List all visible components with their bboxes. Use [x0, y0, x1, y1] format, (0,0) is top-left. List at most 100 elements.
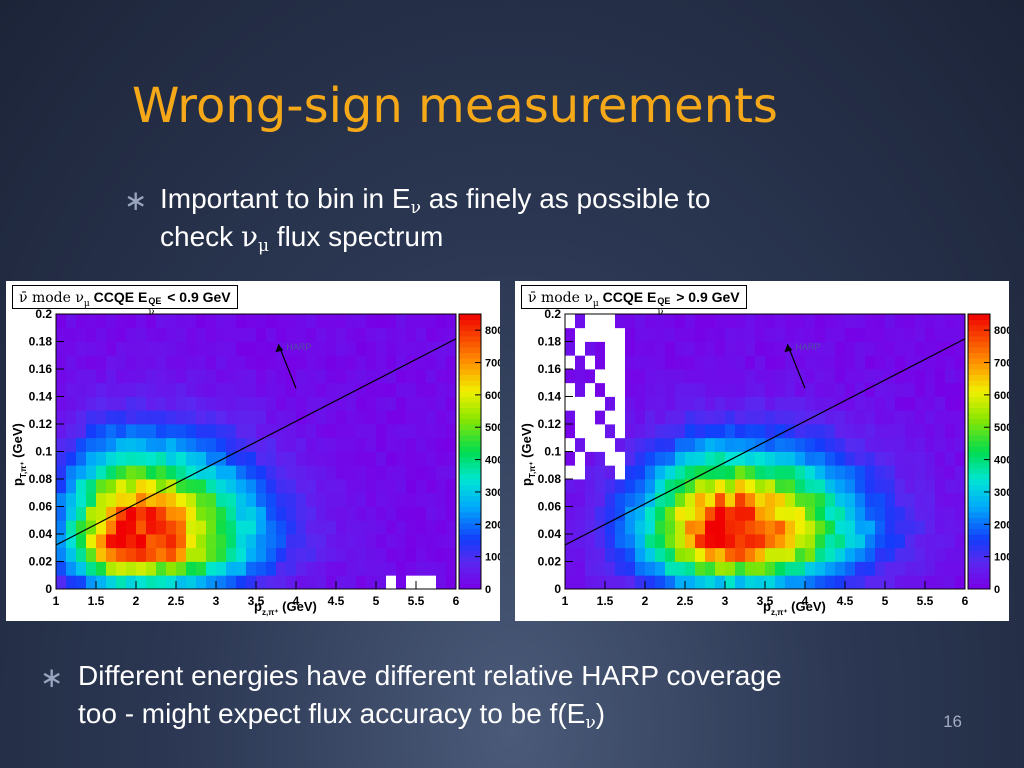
heatmap-cell: [196, 424, 207, 439]
heatmap-cell: [196, 437, 207, 452]
z-tick-label: 0: [994, 584, 1000, 596]
heatmap-cell: [865, 396, 876, 411]
heatmap-cell: [336, 465, 347, 480]
heatmap-cell: [565, 355, 576, 370]
heatmap-cell: [416, 561, 427, 576]
heatmap-cell: [635, 410, 646, 425]
heatmap-cell: [96, 465, 107, 480]
heatmap-cell: [266, 506, 277, 521]
heatmap-cell: [216, 355, 227, 370]
heatmap-cell: [605, 479, 616, 494]
heatmap-cell: [266, 575, 277, 590]
heatmap-cell: [306, 506, 317, 521]
heatmap-cell: [106, 561, 117, 576]
color-scale-bin: [968, 545, 990, 551]
heatmap-cell: [755, 534, 766, 549]
heatmap-cell: [126, 561, 137, 576]
heatmap-cell: [426, 424, 437, 439]
heatmap-cell: [935, 314, 946, 329]
nu-symbol: ν: [240, 220, 258, 253]
heatmap-cell: [66, 396, 77, 411]
heatmap-cell: [246, 314, 257, 329]
heatmap-cell: [595, 451, 606, 466]
heatmap-cell: [725, 520, 736, 535]
heatmap-cell: [925, 437, 936, 452]
heatmap-cell: [775, 396, 786, 411]
color-scale-bin: [968, 336, 990, 342]
heatmap-cell: [775, 369, 786, 384]
heatmap-cell: [216, 396, 227, 411]
color-scale-bin: [459, 418, 481, 425]
heatmap-cell: [446, 437, 457, 452]
heatmap-cell: [635, 451, 646, 466]
color-scale-bin: [968, 572, 990, 579]
heatmap-cell: [446, 451, 457, 466]
harp-arrow-head-icon: [784, 344, 793, 353]
harp-label: HARP: [795, 342, 820, 352]
heatmap-cell: [286, 382, 297, 397]
heatmap-cell: [755, 396, 766, 411]
heatmap-cell: [945, 575, 956, 590]
heatmap-cell: [346, 355, 357, 370]
heatmap-cell: [396, 437, 407, 452]
heatmap-cell: [56, 314, 67, 329]
heatmap-cell: [386, 479, 397, 494]
heatmap-cell: [585, 547, 596, 562]
heatmap-cell: [825, 561, 836, 576]
heatmap-cell: [725, 382, 736, 397]
heatmap-cell: [136, 547, 147, 562]
heatmap-cell: [685, 575, 696, 590]
heatmap-cell: [326, 465, 337, 480]
heatmap-cell: [336, 396, 347, 411]
heatmap-cell: [745, 341, 756, 356]
heatmap-cell: [86, 410, 97, 425]
heatmap-cell: [186, 410, 197, 425]
heatmap-cell: [945, 341, 956, 356]
heatmap-cell: [276, 424, 287, 439]
heatmap-cell: [236, 341, 247, 356]
heatmap-cell: [955, 369, 966, 384]
heatmap-cell: [166, 341, 177, 356]
heatmap-cell: [605, 396, 616, 411]
heatmap-cell: [885, 465, 896, 480]
heatmap-cell: [186, 355, 197, 370]
heatmap-cell: [565, 327, 576, 342]
heatmap-cell: [216, 382, 227, 397]
heatmap-cell: [825, 314, 836, 329]
heatmap-cell: [845, 424, 856, 439]
heatmap-cell: [106, 465, 117, 480]
heatmap-cell: [755, 410, 766, 425]
heatmap-cell: [446, 465, 457, 480]
x-tick-label: 2: [642, 594, 649, 608]
heatmap-cell: [346, 506, 357, 521]
heatmap-cell: [196, 479, 207, 494]
heatmap-cell: [446, 341, 457, 356]
heatmap-cell: [585, 506, 596, 521]
heatmap-cell: [675, 534, 686, 549]
heatmap-cell: [376, 410, 387, 425]
heatmap-cell: [306, 355, 317, 370]
heatmap-cell: [865, 547, 876, 562]
heatmap-cell: [426, 341, 437, 356]
heatmap-cell: [226, 575, 237, 590]
heatmap-cell: [426, 451, 437, 466]
heatmap-cell: [146, 465, 157, 480]
heatmap-cell: [705, 575, 716, 590]
heatmap-cell: [426, 534, 437, 549]
heatmap-cell: [146, 575, 157, 590]
heatmap-cell: [875, 492, 886, 507]
heatmap-cell: [96, 451, 107, 466]
heatmap-cell: [845, 369, 856, 384]
heatmap-cell: [416, 465, 427, 480]
title-sup: QE: [148, 296, 162, 306]
heatmap-cell: [446, 520, 457, 535]
heatmap-cell: [935, 437, 946, 452]
heatmap-cell: [645, 355, 656, 370]
heatmap-cell: [106, 547, 117, 562]
heatmap-cell: [795, 451, 806, 466]
heatmap-panel-low-energy: 1 1.5 2 2.5 3 3.5 4 4.5 5 5.5 6 0 0.02 0.04 0.06 0.08 0.…: [6, 281, 500, 621]
heatmap-cell: [276, 506, 287, 521]
heatmap-cell: [615, 534, 626, 549]
heatmap-cell: [655, 561, 666, 576]
heatmap-cell: [176, 424, 187, 439]
